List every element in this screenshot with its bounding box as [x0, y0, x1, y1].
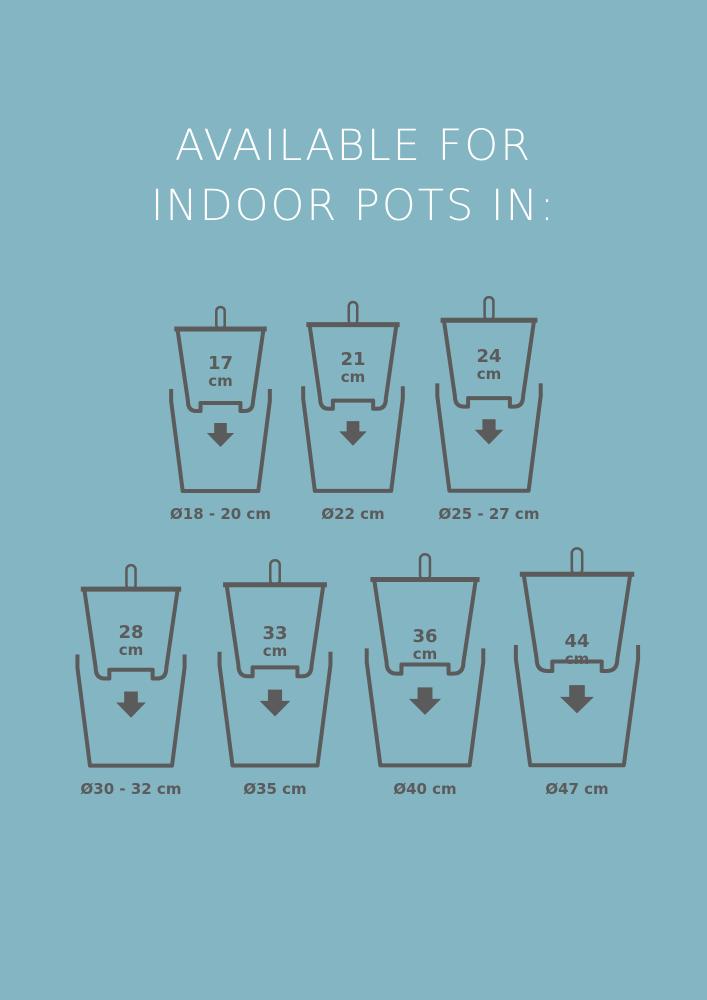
inner-pot-body	[374, 580, 476, 674]
inner-pot-size: 21	[340, 349, 366, 371]
inner-pot-body	[524, 574, 631, 671]
pot-icon	[300, 300, 406, 495]
inner-pot-size: 44	[564, 631, 590, 653]
water-indicator-icon	[216, 307, 224, 329]
inner-pot-body	[84, 589, 177, 678]
inner-pot-size: 17	[207, 352, 234, 374]
inner-pot-body	[310, 325, 397, 409]
pot-diagram: 36 cm	[363, 552, 487, 770]
inner-pot-body	[177, 329, 263, 411]
pot-diagram: 44 cm	[512, 546, 642, 770]
pot-diagram: 28 cm	[74, 563, 188, 770]
inner-pot-unit: cm	[118, 641, 144, 660]
outer-pot	[77, 655, 184, 766]
inner-pot-unit: cm	[208, 371, 233, 390]
outer-pot-diameter: Ø22 cm	[321, 505, 385, 523]
inner-pot-body	[227, 585, 324, 676]
outer-pot	[220, 652, 331, 766]
inner-pot-body	[444, 320, 534, 406]
water-indicator-icon	[126, 565, 135, 589]
inner-pot-size: 36	[412, 626, 438, 648]
outer-pot	[437, 383, 540, 490]
water-indicator-icon	[420, 554, 430, 579]
outer-pot-diameter: Ø18 - 20 cm	[170, 505, 271, 523]
outer-pot	[367, 648, 484, 765]
pot-icon	[434, 295, 544, 495]
arrow-down-icon	[116, 691, 146, 718]
arrow-down-icon	[408, 687, 442, 715]
water-indicator-icon	[349, 302, 357, 325]
outer-pot-diameter: Ø35 cm	[243, 780, 307, 798]
arrow-down-icon	[259, 689, 291, 717]
inner-pot-unit: cm	[412, 645, 438, 664]
pot-icon	[216, 558, 334, 770]
inner-pot-size: 28	[118, 622, 144, 644]
pot-diagram: 24 cm	[434, 295, 544, 495]
outer-pot	[516, 645, 638, 765]
pot-icon	[512, 546, 642, 770]
inner-pot-size: 24	[476, 346, 502, 367]
arrow-down-icon	[206, 423, 235, 447]
arrow-down-icon	[560, 685, 594, 714]
inner-pot-unit: cm	[262, 642, 288, 661]
outer-pot-diameter: Ø47 cm	[545, 780, 609, 798]
pot-diagram: 33 cm	[216, 558, 334, 770]
pot-icon	[168, 305, 273, 495]
inner-pot-unit: cm	[340, 368, 366, 387]
arrow-down-icon	[474, 419, 504, 445]
pot-icon	[74, 563, 188, 770]
heading-line-2: INDOOR POTS IN:	[150, 181, 557, 231]
arrow-down-icon	[339, 421, 367, 446]
heading-line-1: AVAILABLE FOR	[174, 121, 533, 171]
inner-pot-unit: cm	[476, 365, 502, 383]
pot-diagram: 21 cm	[300, 300, 406, 495]
water-indicator-icon	[485, 297, 494, 320]
outer-pot-diameter: Ø25 - 27 cm	[438, 505, 540, 523]
pot-icon	[363, 552, 487, 770]
inner-pot-size: 33	[262, 623, 288, 645]
outer-pot-diameter: Ø30 - 32 cm	[80, 780, 182, 798]
water-indicator-icon	[270, 560, 279, 585]
outer-pot-diameter: Ø40 cm	[393, 780, 457, 798]
pot-diagram: 17 cm	[168, 305, 273, 495]
outer-pot	[171, 389, 270, 491]
inner-pot-unit: cm	[564, 650, 590, 669]
outer-pot	[303, 386, 403, 491]
water-indicator-icon	[572, 548, 582, 574]
